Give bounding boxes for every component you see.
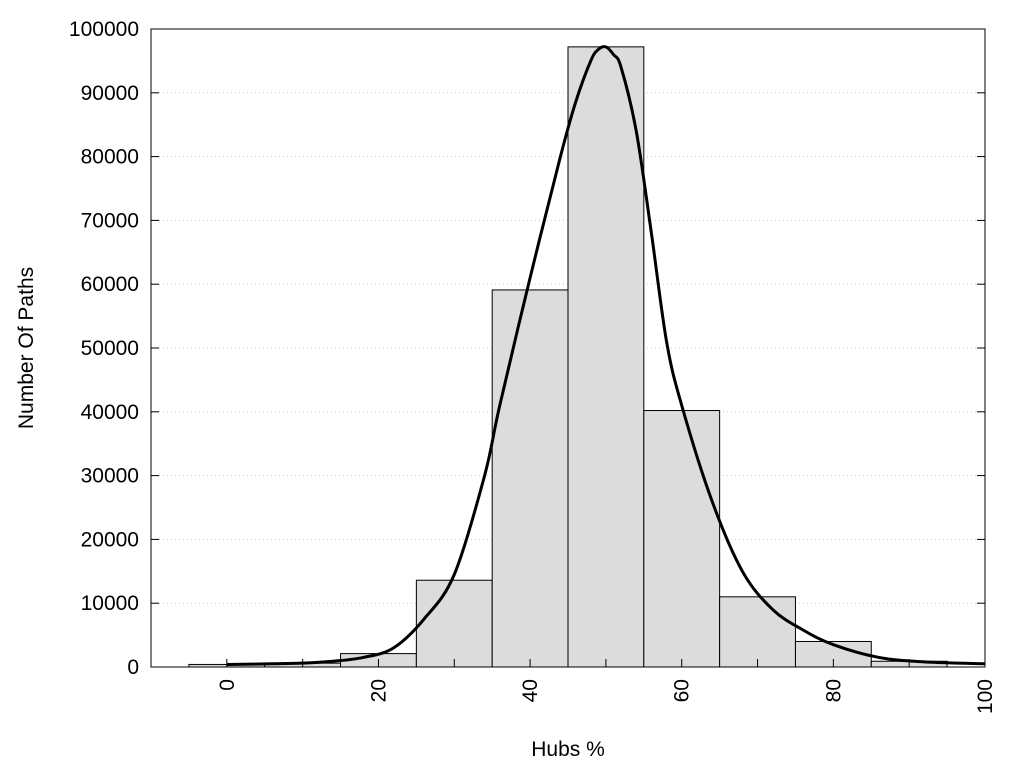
y-tick-label: 50000 <box>81 337 139 360</box>
x-tick-labels: 0 20 40 60 80 100 <box>216 679 997 714</box>
histogram-bar <box>567 46 645 668</box>
histogram-bar <box>719 596 796 668</box>
x-tick-label: 40 <box>519 679 542 702</box>
y-tick-label: 30000 <box>81 465 139 488</box>
x-tick-label: 80 <box>822 679 845 702</box>
density-curve-line <box>226 45 986 666</box>
x-tick-label: 60 <box>671 679 694 702</box>
y-tick-label: 40000 <box>81 401 139 424</box>
x-tick-label: 20 <box>367 679 390 702</box>
histogram-bar <box>643 410 721 668</box>
y-tick-label: 10000 <box>81 592 139 615</box>
y-axis-title: Number Of Paths <box>15 267 38 429</box>
y-tick-label: 70000 <box>81 209 139 232</box>
x-axis-title: Hubs % <box>531 738 605 761</box>
histogram-bar <box>415 579 493 668</box>
y-tick-labels: 0 10000 20000 30000 40000 50000 60000 70000 8000… <box>69 18 139 679</box>
y-tick-label: 100000 <box>69 18 139 41</box>
plot-frame <box>150 28 986 668</box>
y-tick-label: 80000 <box>81 146 139 169</box>
y-tick-label: 60000 <box>81 273 139 296</box>
y-tick-label: 20000 <box>81 528 139 551</box>
x-tick-label: 0 <box>216 679 239 691</box>
y-tick-label: 90000 <box>81 82 139 105</box>
y-tick-label: 0 <box>127 656 139 679</box>
histogram-bar <box>491 289 569 668</box>
bars <box>188 46 948 668</box>
x-tick-label: 100 <box>974 679 997 714</box>
density-curve <box>226 45 986 666</box>
